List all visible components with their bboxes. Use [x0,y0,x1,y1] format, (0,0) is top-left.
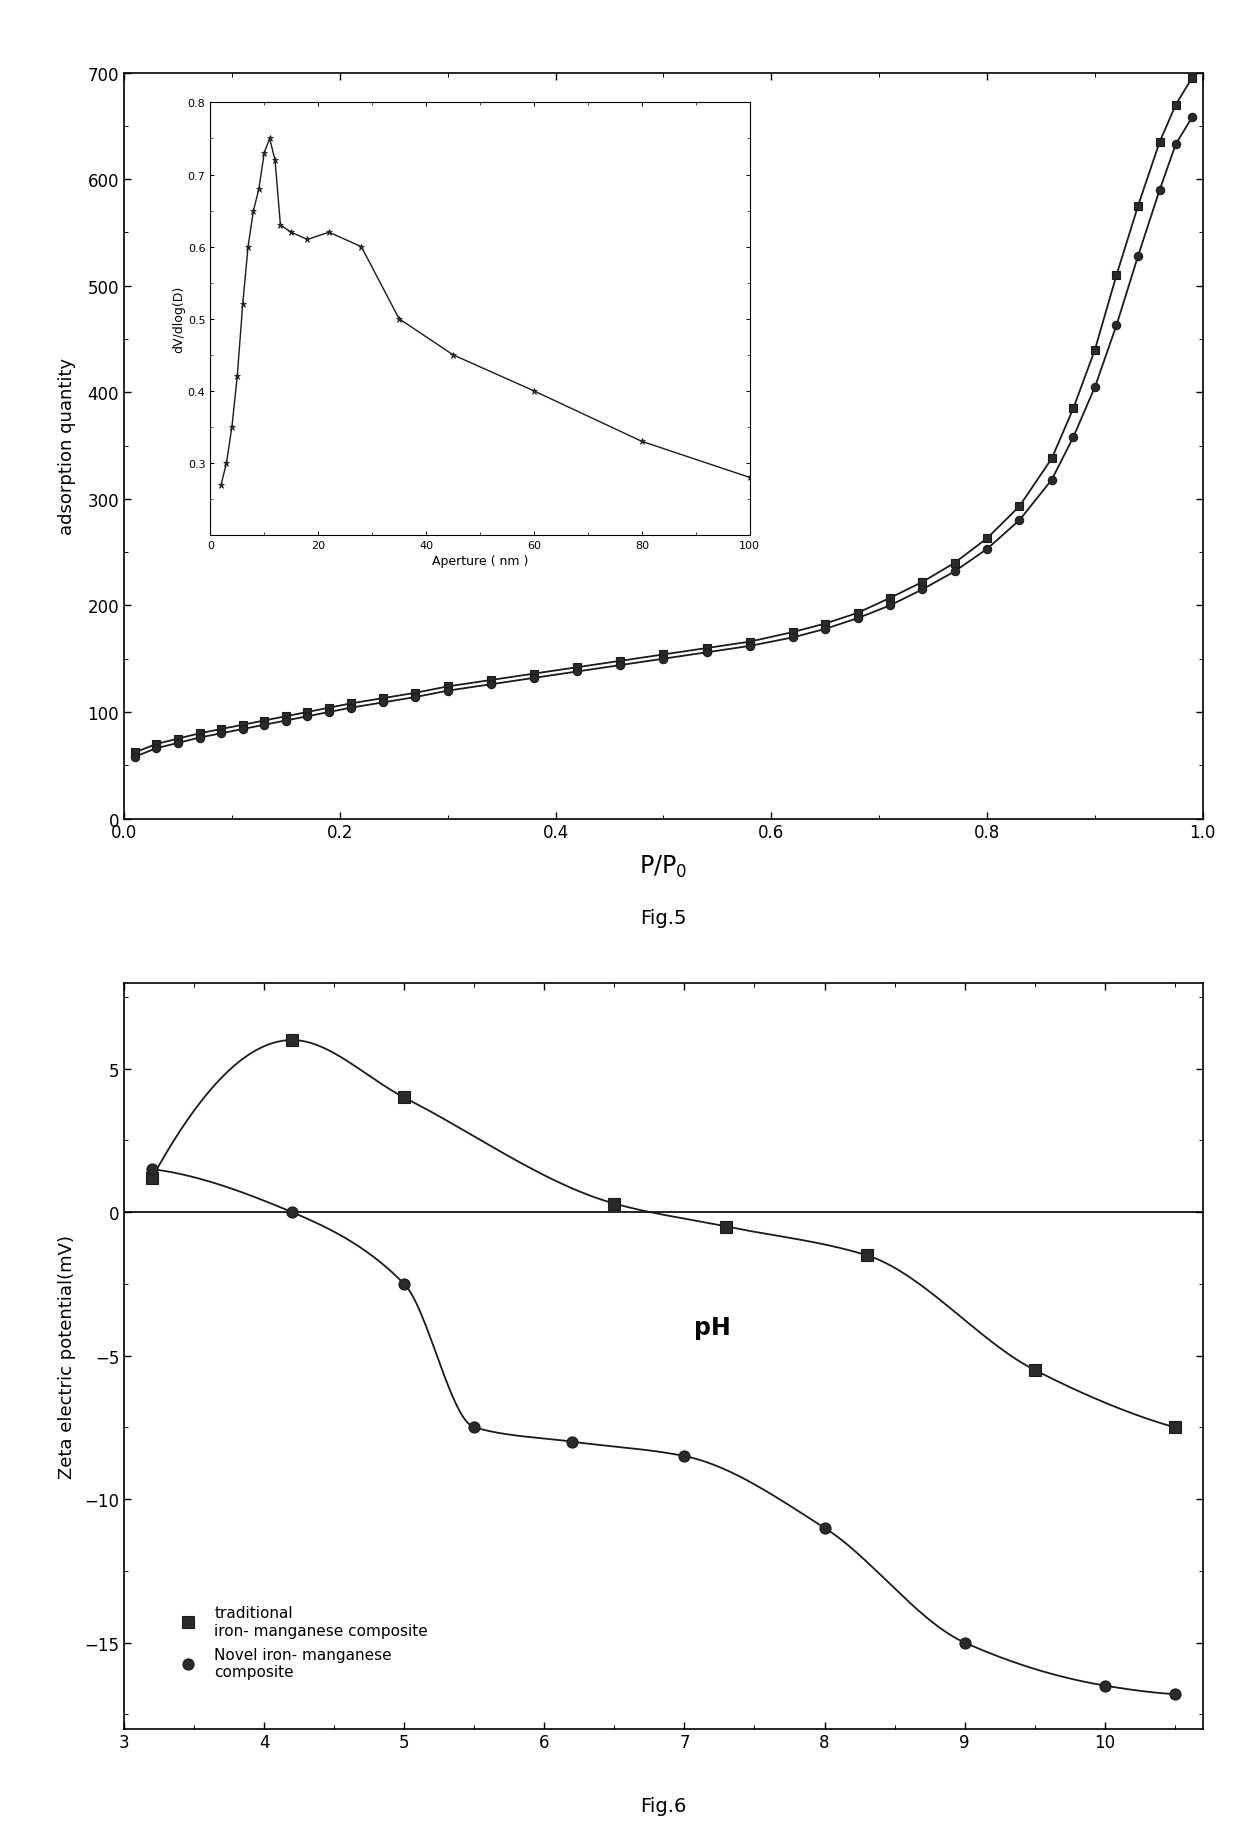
Novel iron- manganese
composite [957,1631,972,1653]
X-axis label: P/P$_0$: P/P$_0$ [640,853,687,879]
Y-axis label: adsorption quantity: adsorption quantity [58,359,77,535]
Legend: traditional
iron- manganese composite, Novel iron- manganese
composite: traditional iron- manganese composite, N… [164,1600,433,1685]
Novel iron- manganese
composite [1097,1675,1112,1697]
traditional
iron- manganese composite [397,1087,412,1109]
traditional
iron- manganese composite [145,1168,160,1190]
traditional
iron- manganese composite [1027,1359,1042,1381]
Novel iron- manganese
composite [145,1159,160,1181]
Novel iron- manganese
composite [397,1273,412,1295]
traditional
iron- manganese composite [719,1216,734,1238]
Novel iron- manganese
composite [817,1517,832,1539]
Text: pH: pH [694,1315,730,1339]
Novel iron- manganese
composite [677,1445,692,1468]
traditional
iron- manganese composite [606,1194,621,1216]
Novel iron- manganese
composite [565,1431,580,1453]
Line: Novel iron- manganese
composite: Novel iron- manganese composite [146,1164,1180,1699]
Novel iron- manganese
composite [285,1201,300,1223]
traditional
iron- manganese composite [859,1245,874,1267]
Text: Fig.5: Fig.5 [640,908,687,927]
Y-axis label: Zeta electric potential(mV): Zeta electric potential(mV) [58,1234,76,1479]
traditional
iron- manganese composite [285,1030,300,1052]
Novel iron- manganese
composite [466,1416,481,1438]
traditional
iron- manganese composite [1167,1416,1182,1438]
Novel iron- manganese
composite [1167,1683,1182,1705]
Text: Fig.6: Fig.6 [640,1795,687,1815]
Line: traditional
iron- manganese composite: traditional iron- manganese composite [146,1035,1180,1433]
